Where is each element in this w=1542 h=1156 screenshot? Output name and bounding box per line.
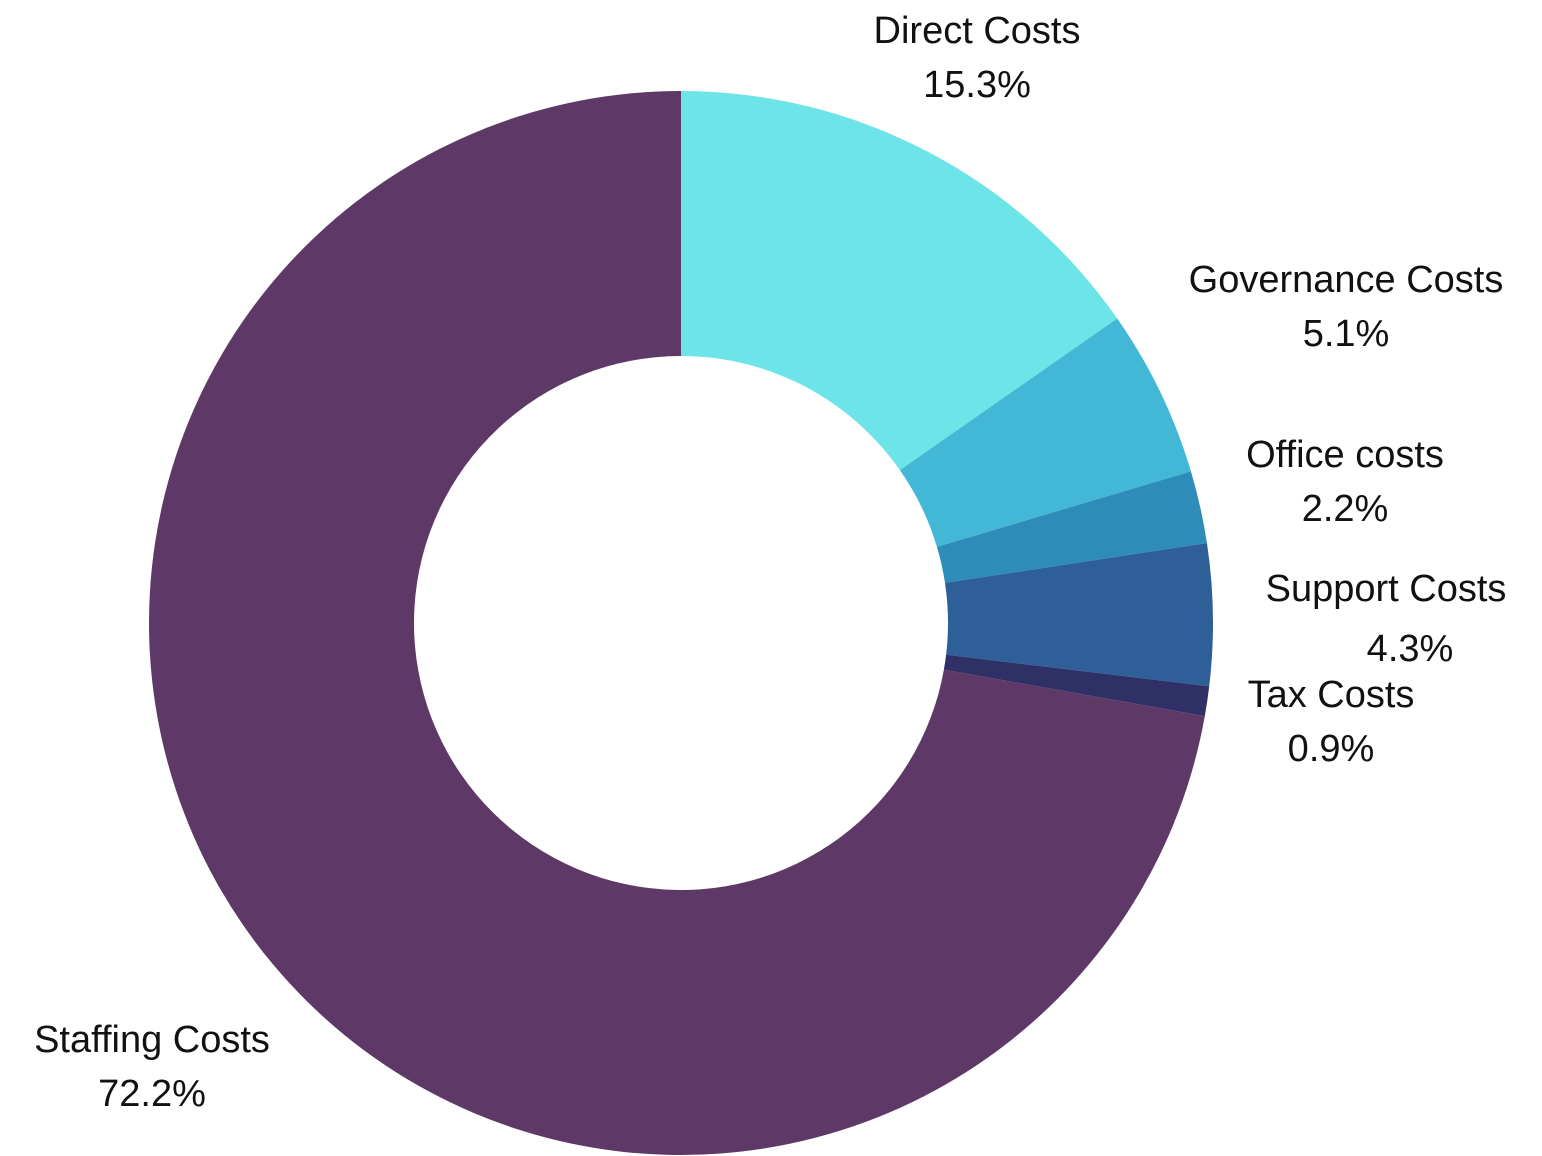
slice-label-tax-costs: Tax Costs 0.9% [1248,668,1415,776]
slice-tax-costs [943,654,1210,717]
slice-label-governance-costs: Governance Costs 5.1% [1189,253,1504,361]
slice-percent: 2.2% [1301,488,1389,530]
slice-governance-costs [899,318,1191,547]
slice-percent: 4.3% [1366,628,1454,670]
slice-label-staffing-costs: Staffing Costs 72.2% [34,1013,270,1121]
slice-label-support-costs: Support Costs 4.3% [1266,559,1507,679]
slice-support-costs [944,543,1213,687]
slice-name: Governance Costs [1188,259,1504,301]
slice-staffing-costs [149,91,1205,1156]
slice-label-direct-costs: Direct Costs 15.3% [874,4,1081,112]
slice-name: Direct Costs [873,10,1081,52]
slice-name: Support Costs [1265,568,1507,610]
slice-percent: 15.3% [923,64,1031,106]
slice-office-costs [936,471,1207,583]
slice-label-office-costs: Office costs 2.2% [1246,428,1444,536]
slice-name: Tax Costs [1247,674,1415,716]
slice-percent: 5.1% [1302,313,1390,355]
slice-percent: 0.9% [1287,728,1375,770]
slice-percent: 72.2% [98,1073,206,1115]
slice-name: Office costs [1246,434,1444,476]
slice-name: Staffing Costs [34,1019,270,1061]
slice-direct-costs [681,91,1118,471]
